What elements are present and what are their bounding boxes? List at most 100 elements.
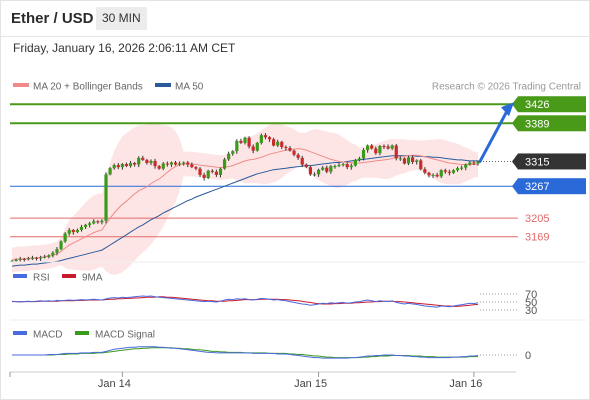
candle-body — [280, 141, 284, 148]
bollinger-band — [12, 122, 478, 276]
candle-body — [410, 157, 415, 162]
timestamp: Friday, January 16, 2026 2:06:11 AM CET — [13, 41, 236, 55]
candle-body — [22, 258, 26, 260]
candle-body — [149, 160, 153, 163]
candle-body — [202, 174, 206, 178]
time-tick-label: Jan 16 — [449, 378, 482, 390]
ma20-legend-swatch — [13, 83, 29, 87]
candle-body — [316, 169, 321, 175]
candle-body — [419, 160, 423, 170]
candle-body — [390, 145, 394, 149]
candle-body — [476, 161, 480, 164]
candle-body — [386, 146, 390, 149]
candle-body — [79, 226, 84, 231]
candle-body — [357, 158, 362, 160]
candle-body — [141, 157, 145, 160]
candle-body — [137, 157, 141, 165]
candle-body — [329, 166, 333, 172]
candle-body — [108, 168, 112, 175]
candle-body — [259, 135, 263, 143]
forecast-arrow-head — [501, 102, 514, 117]
candle-body — [26, 258, 30, 260]
candle-body — [71, 230, 75, 233]
title-bar: Ether / USD 30 MIN — [0, 0, 590, 37]
current-label-pointer-3315 — [512, 153, 518, 170]
rsi-ma-legend-swatch — [62, 274, 76, 278]
candle-body — [177, 163, 182, 165]
candle-body — [431, 174, 435, 176]
candle-body — [75, 230, 80, 233]
ma50-legend-label: MA 50 — [175, 82, 204, 93]
candle-body — [288, 148, 292, 151]
candle-body — [247, 137, 251, 147]
candle-body — [104, 174, 108, 221]
current-label-3315: 3315 — [525, 156, 549, 168]
candle-body — [398, 158, 402, 160]
candle-body — [308, 167, 313, 175]
rsi-legend-swatch — [13, 274, 27, 278]
candle-body — [222, 159, 227, 169]
candle-body — [374, 148, 378, 154]
candle-body — [63, 233, 67, 242]
candle-body — [92, 221, 96, 224]
candle-body — [39, 257, 43, 259]
instrument-title: Ether / USD — [11, 10, 94, 27]
candle-body — [353, 159, 357, 166]
candle-body — [378, 145, 382, 154]
candle-body — [214, 171, 218, 175]
resistance-label-3426: 3426 — [525, 99, 549, 111]
candle-body — [235, 140, 239, 152]
time-axis: Jan 14 Jan 15 Jan 16 — [9, 372, 482, 390]
candle-body — [227, 153, 231, 160]
current-label-box-3315 — [518, 153, 586, 170]
rsi-ma-legend-label: 9MA — [82, 273, 103, 284]
macd-legend-swatch — [13, 331, 27, 335]
candle-body — [18, 258, 22, 260]
candle-body — [443, 170, 447, 172]
candle-body — [124, 164, 129, 167]
candle-body — [321, 167, 325, 170]
candle-body — [218, 168, 223, 175]
candle-body — [402, 158, 407, 164]
candle-body — [153, 160, 157, 167]
candle-body — [341, 164, 345, 166]
candle-body — [263, 135, 268, 138]
candle-body — [296, 154, 300, 158]
candle-body — [337, 165, 341, 167]
candle-body — [370, 145, 374, 149]
resistance-label-3389: 3389 — [525, 118, 549, 130]
candle-body — [161, 163, 165, 169]
interval-button[interactable]: 30 MIN — [96, 7, 147, 30]
ma20-legend-label: MA 20 + Bollinger Bands — [33, 82, 143, 93]
candle-body — [145, 159, 149, 163]
candle-body — [435, 174, 439, 177]
rsi-9ma-line — [12, 296, 479, 307]
time-tick-label: Jan 14 — [98, 378, 131, 390]
candle-body — [415, 160, 419, 162]
macd-signal-legend-label: MACD Signal — [95, 330, 155, 341]
candle-body — [198, 168, 202, 175]
candle-body — [304, 164, 308, 168]
candle-body — [439, 170, 443, 177]
candle-body — [472, 162, 476, 164]
pivot-label-3267: 3267 — [525, 181, 549, 193]
candle-body — [120, 164, 124, 168]
candle-body — [10, 260, 14, 262]
candle-body — [51, 252, 55, 256]
candle-body — [406, 157, 411, 164]
candle-body — [67, 230, 71, 234]
candle-body — [88, 223, 92, 225]
ma50-legend-swatch — [155, 83, 171, 87]
macd-pane: 0 — [12, 346, 531, 362]
candle-body — [165, 163, 169, 165]
candle-body — [157, 166, 161, 169]
candle-body — [116, 165, 120, 168]
price-pane: 3426 3389 3315 3267 3205 3169 — [10, 96, 586, 276]
rsi-tick-30: 30 — [525, 305, 537, 317]
candle-body — [59, 241, 63, 250]
macd-legend-label: MACD — [33, 330, 62, 341]
resistance-label-pointer-3389 — [512, 115, 518, 132]
macd-signal-legend-swatch — [75, 331, 89, 335]
pivot-label-box-3267 — [518, 178, 586, 195]
